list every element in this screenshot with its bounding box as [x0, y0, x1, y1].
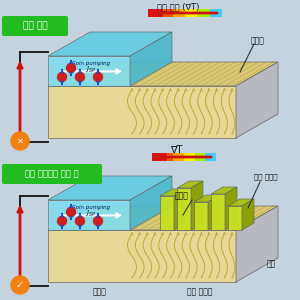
Polygon shape: [225, 187, 237, 230]
Circle shape: [11, 276, 29, 294]
Polygon shape: [184, 153, 195, 161]
Text: Spin pumping: Spin pumping: [72, 61, 110, 66]
Polygon shape: [236, 62, 278, 138]
Text: 나노 구조물이 있을 때: 나노 구조물이 있을 때: [25, 169, 79, 178]
Text: ✕: ✕: [16, 136, 23, 146]
Polygon shape: [160, 196, 174, 230]
Text: 온도 구배 (∇T): 온도 구배 (∇T): [157, 2, 199, 11]
Polygon shape: [173, 153, 184, 161]
Polygon shape: [152, 153, 163, 161]
Polygon shape: [177, 188, 191, 230]
Polygon shape: [48, 86, 236, 138]
Circle shape: [67, 64, 76, 73]
Circle shape: [76, 217, 85, 226]
Polygon shape: [130, 32, 172, 86]
Polygon shape: [148, 9, 160, 17]
Circle shape: [94, 217, 103, 226]
Polygon shape: [242, 199, 254, 230]
Text: Spin pumping: Spin pumping: [72, 205, 110, 210]
Polygon shape: [211, 194, 225, 230]
Polygon shape: [205, 153, 216, 161]
Polygon shape: [194, 202, 208, 230]
Text: ✓: ✓: [16, 280, 24, 290]
Polygon shape: [236, 206, 278, 282]
Polygon shape: [194, 195, 220, 202]
Text: 금속층: 금속층: [93, 287, 107, 296]
Polygon shape: [48, 62, 278, 86]
Polygon shape: [228, 206, 242, 230]
Text: 나노 구조물: 나노 구조물: [254, 174, 278, 180]
Polygon shape: [173, 9, 185, 17]
Circle shape: [94, 73, 103, 82]
Text: 기존 구조: 기존 구조: [23, 22, 47, 31]
FancyBboxPatch shape: [2, 164, 102, 184]
Text: 자성 절연체: 자성 절연체: [187, 287, 213, 296]
Text: 스핀파: 스핀파: [251, 37, 265, 46]
Circle shape: [76, 73, 85, 82]
Polygon shape: [163, 153, 173, 161]
Text: $J_{SP}$: $J_{SP}$: [85, 209, 96, 219]
Circle shape: [11, 132, 29, 150]
Text: 기판: 기판: [266, 260, 276, 268]
Polygon shape: [185, 9, 197, 17]
Polygon shape: [48, 56, 130, 86]
Polygon shape: [174, 189, 186, 230]
Text: ∇T: ∇T: [170, 145, 182, 155]
Polygon shape: [48, 176, 172, 200]
Polygon shape: [210, 9, 222, 17]
Polygon shape: [211, 187, 237, 194]
Polygon shape: [228, 199, 254, 206]
FancyBboxPatch shape: [2, 16, 68, 36]
Polygon shape: [130, 176, 172, 230]
Polygon shape: [48, 200, 130, 230]
Text: $J_{SP}$: $J_{SP}$: [85, 65, 96, 75]
Polygon shape: [177, 181, 203, 188]
Polygon shape: [195, 153, 205, 161]
Text: 스핀파: 스핀파: [175, 191, 189, 200]
Polygon shape: [160, 189, 186, 196]
Polygon shape: [197, 9, 210, 17]
Polygon shape: [160, 9, 173, 17]
Polygon shape: [191, 181, 203, 230]
Polygon shape: [48, 206, 278, 230]
Circle shape: [58, 73, 67, 82]
Circle shape: [58, 217, 67, 226]
Polygon shape: [208, 195, 220, 230]
Polygon shape: [48, 230, 236, 282]
Circle shape: [67, 208, 76, 217]
Polygon shape: [48, 32, 172, 56]
